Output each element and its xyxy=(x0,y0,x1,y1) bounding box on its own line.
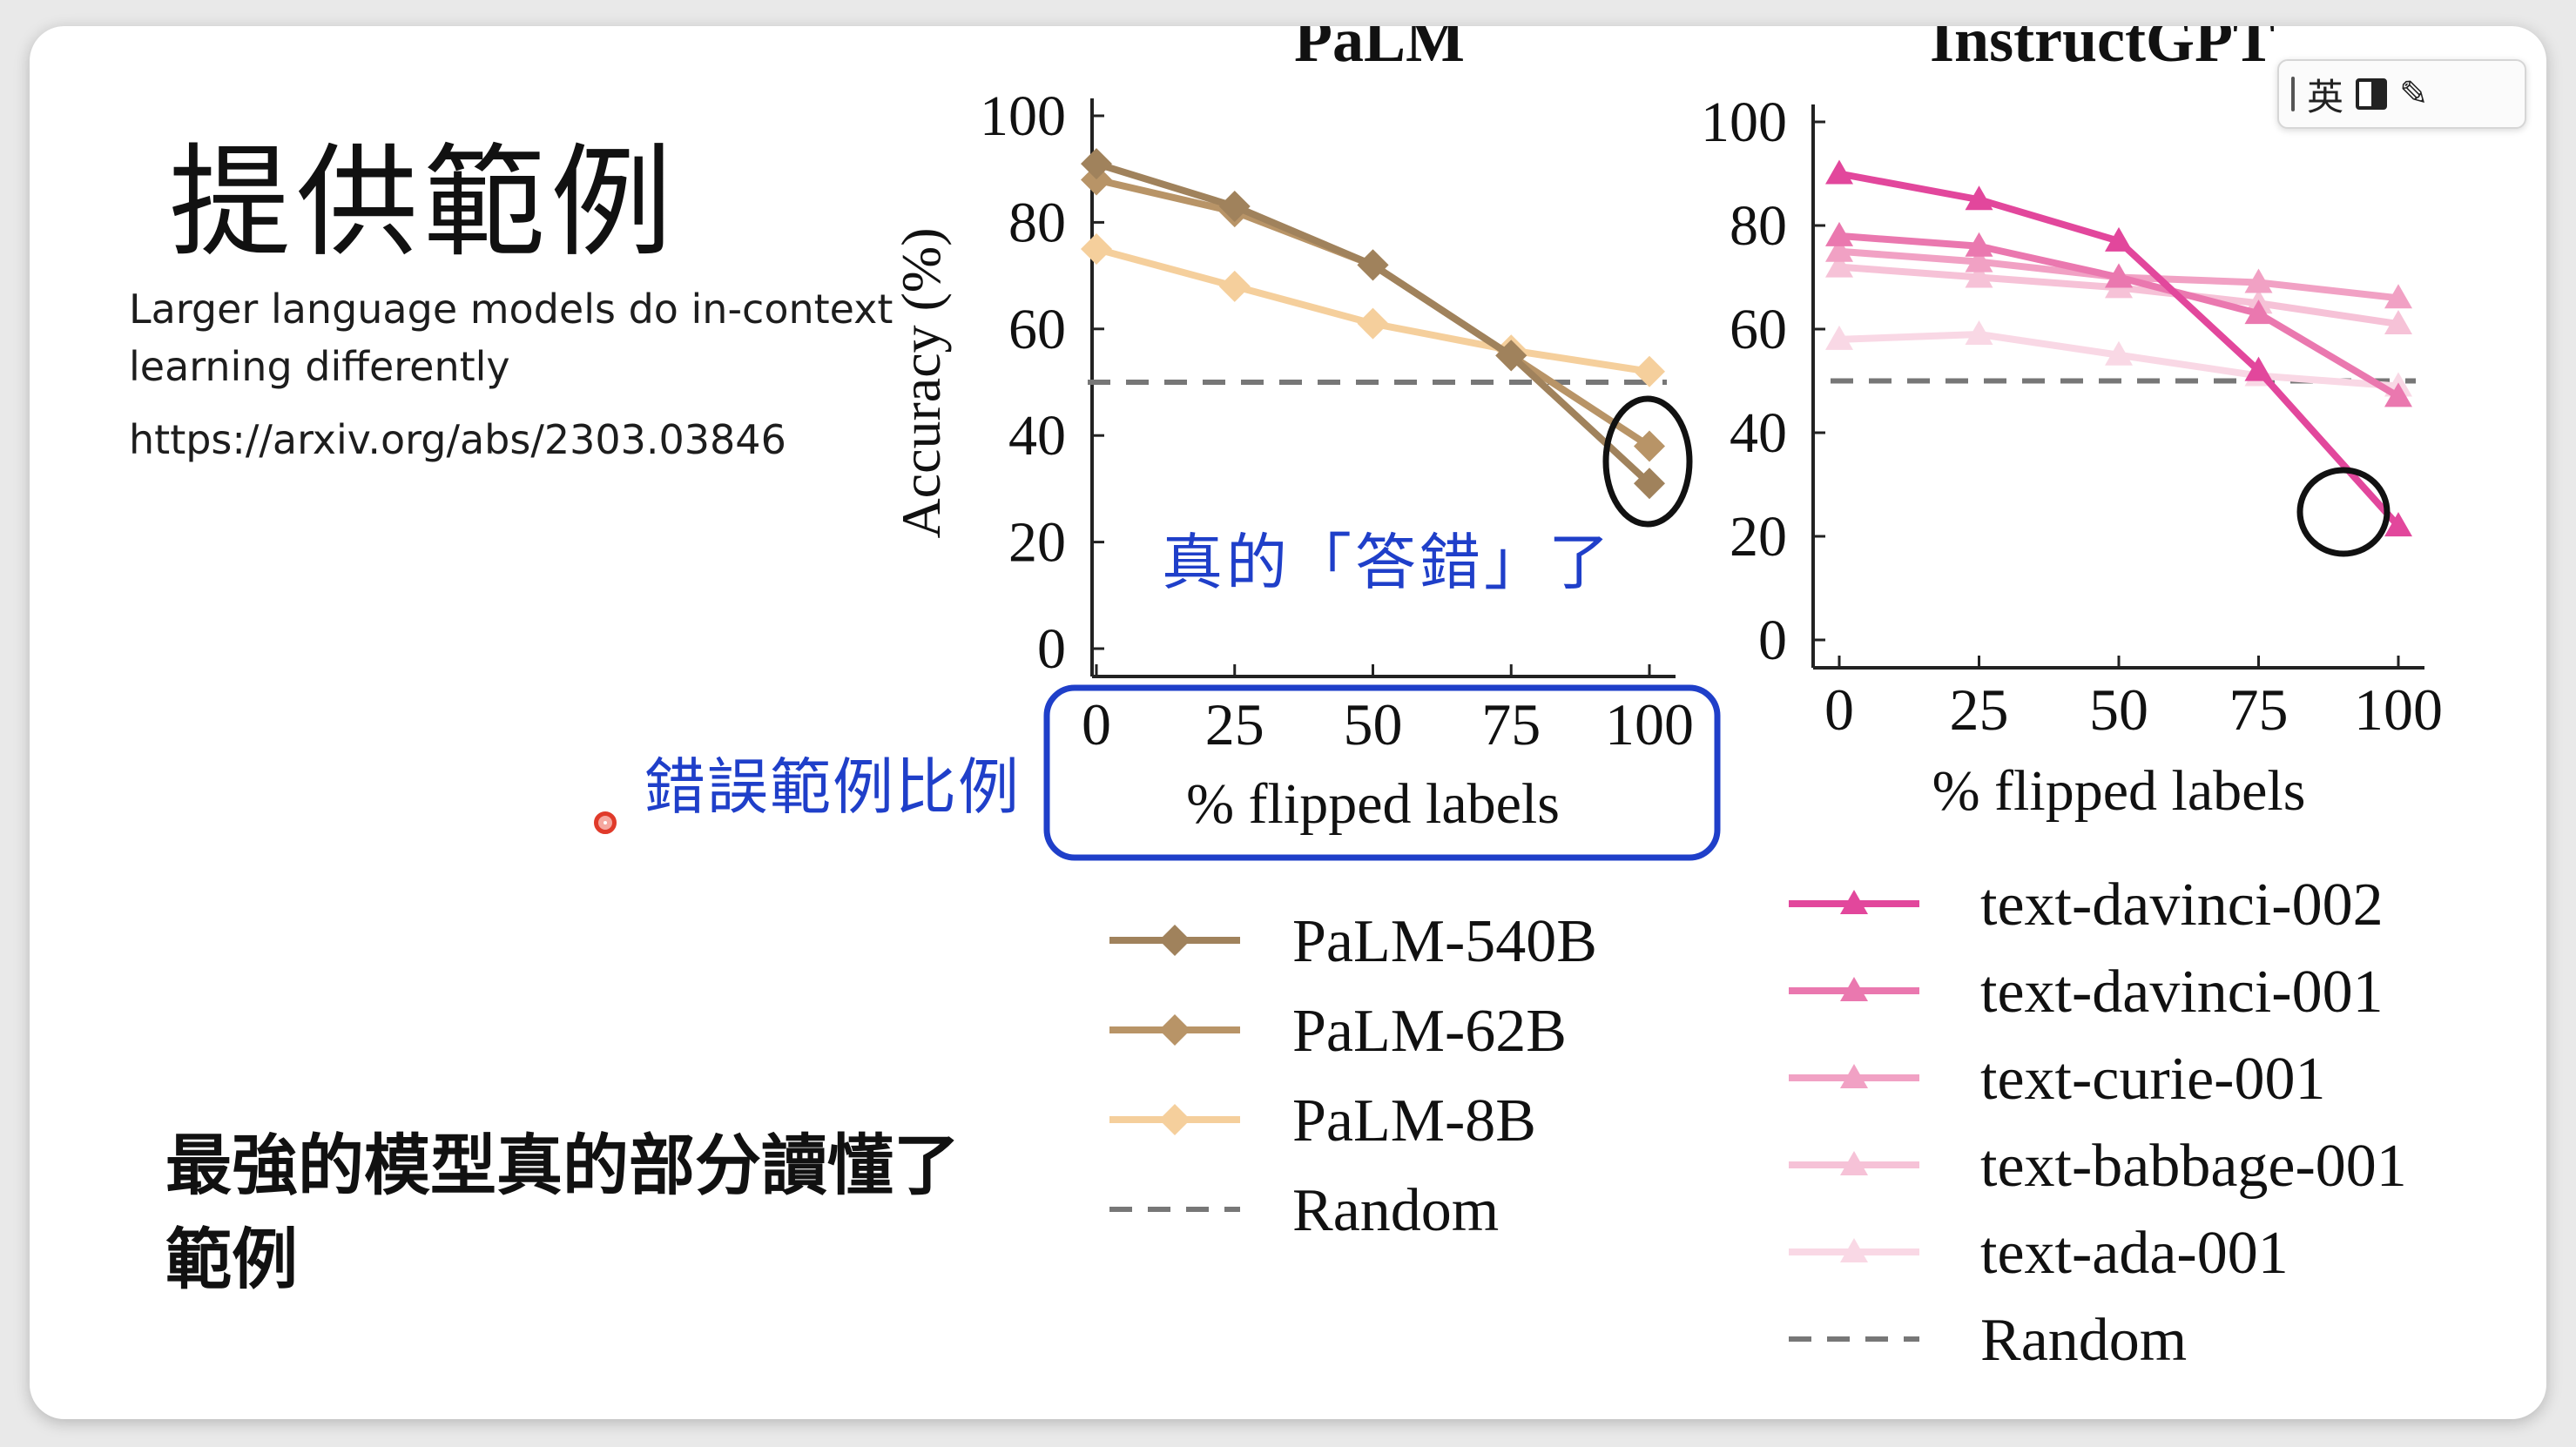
annotation-answer-wrong: 真的「答錯」了 xyxy=(1162,527,1613,598)
data-point-text-davinci-002 xyxy=(2384,512,2412,537)
instructgpt-x-tick-label: 75 xyxy=(2229,676,2289,743)
data-point-text-ada-001 xyxy=(1965,320,1993,345)
palm-chart-title: PaLM xyxy=(1294,26,1465,75)
palm-x-tick-label: 50 xyxy=(1344,691,1403,757)
data-point-palm-540b xyxy=(1218,191,1251,223)
palm-y-axis-label: Accuracy (%) xyxy=(890,227,952,538)
data-point-text-curie-001 xyxy=(1825,237,1853,262)
instructgpt-y-tick-label: 20 xyxy=(1730,505,1787,569)
legend-label-text-davinci-002: text-davinci-002 xyxy=(1980,872,2384,939)
data-point-palm-62b xyxy=(1081,164,1112,196)
instructgpt-chart-title: InstructGPT xyxy=(1930,26,2275,75)
data-point-text-davinci-002 xyxy=(1965,185,1993,211)
palm-y-tick-label: 100 xyxy=(980,84,1066,148)
palm-x-tick-label: 0 xyxy=(1082,691,1111,757)
half-width-icon[interactable] xyxy=(2356,78,2388,110)
legend-marker-text-curie-001 xyxy=(1840,1064,1868,1088)
legend-marker-palm-62b xyxy=(1159,1014,1190,1046)
legend-marker-text-davinci-001 xyxy=(1840,977,1868,1001)
palm-x-tick-label: 75 xyxy=(1481,691,1541,757)
instructgpt-y-tick-label: 60 xyxy=(1730,298,1787,361)
data-point-text-davinci-002 xyxy=(2244,356,2273,381)
legend-marker-text-babbage-001 xyxy=(1840,1151,1868,1175)
instructgpt-x-axis-label: % flipped labels xyxy=(1932,759,2306,823)
paper-url[interactable]: https://arxiv.org/abs/2303.03846 xyxy=(129,416,786,463)
instructgpt-highlight-circle xyxy=(2296,467,2391,557)
legend-marker-palm-540b xyxy=(1159,925,1190,956)
data-point-text-davinci-001 xyxy=(1825,221,1853,246)
data-point-text-davinci-001 xyxy=(2244,299,2273,325)
tool-icon[interactable]: ✎ xyxy=(2399,74,2429,114)
pointer-dot-icon xyxy=(594,811,617,834)
legend-label-text-davinci-001: text-davinci-001 xyxy=(1980,959,2384,1026)
slide-title: 提供範例 xyxy=(169,132,678,274)
data-point-palm-540b xyxy=(1081,148,1112,180)
legend-label-text-ada-001: text-ada-001 xyxy=(1980,1220,2289,1287)
instructgpt-x-tick-label: 100 xyxy=(2354,676,2443,743)
data-point-text-babbage-001 xyxy=(1825,252,1853,278)
palm-y-tick-label: 40 xyxy=(1008,404,1066,468)
data-point-text-babbage-001 xyxy=(2384,310,2412,335)
legend-marker-text-ada-001 xyxy=(1840,1238,1868,1262)
paper-title: Larger language models do in-context lea… xyxy=(129,286,894,390)
instructgpt-y-tick-label: 80 xyxy=(1730,194,1787,258)
ime-toolbar[interactable]: 英 ✎ xyxy=(2277,59,2526,129)
legend-label-palm-8b: PaLM-8B xyxy=(1292,1087,1536,1154)
palm-y-tick-label: 20 xyxy=(1008,511,1066,575)
instructgpt-y-tick-label: 40 xyxy=(1730,401,1787,465)
data-point-text-davinci-002 xyxy=(2105,226,2133,252)
palm-y-tick-label: 80 xyxy=(1008,191,1066,254)
annotation-flipped-ratio: 錯誤範例比例 xyxy=(644,751,1021,823)
chart-area: PaLM 0 20 40 60 80 100 0 25 50 75 100 % flipped labe… xyxy=(890,26,2443,1374)
instructgpt-legend-label-random: Random xyxy=(1980,1307,2187,1374)
slide: 提供範例 Larger language models do in-contex… xyxy=(30,26,2546,1419)
palm-x-tick-label: 100 xyxy=(1605,691,1694,757)
data-point-palm-540b xyxy=(1357,249,1389,281)
ime-language-toggle[interactable]: 英 xyxy=(2307,75,2344,118)
legend-label-palm-62b: PaLM-62B xyxy=(1292,998,1567,1065)
data-point-text-ada-001 xyxy=(1825,325,1853,350)
data-point-palm-540b xyxy=(1634,468,1665,500)
instructgpt-y-tick-label: 100 xyxy=(1701,91,1787,154)
data-point-palm-8b xyxy=(1634,355,1665,387)
legend-label-palm-540b: PaLM-540B xyxy=(1292,908,1597,975)
data-point-palm-8b xyxy=(1081,233,1112,265)
palm-x-axis-highlight-box xyxy=(1043,684,1721,861)
takeaway-note: 最強的模型真的部分讀懂了範例 xyxy=(165,1127,960,1298)
legend-marker-text-davinci-002 xyxy=(1840,890,1868,914)
palm-y-tick-label: 0 xyxy=(1037,617,1066,681)
data-point-palm-62b xyxy=(1634,430,1665,462)
legend-marker-palm-8b xyxy=(1159,1104,1190,1135)
instructgpt-x-tick-label: 50 xyxy=(2089,676,2148,743)
data-point-text-davinci-001 xyxy=(1965,232,1993,257)
palm-x-tick-label: 25 xyxy=(1205,691,1264,757)
data-point-text-ada-001 xyxy=(2105,340,2133,366)
data-point-palm-8b xyxy=(1357,307,1389,340)
palm-y-tick-label: 60 xyxy=(1008,298,1066,361)
data-point-text-curie-001 xyxy=(2384,284,2412,309)
instructgpt-y-tick-label: 0 xyxy=(1758,609,1787,672)
data-point-text-davinci-001 xyxy=(2384,382,2412,407)
data-point-palm-8b xyxy=(1218,270,1251,302)
instructgpt-x-tick-label: 25 xyxy=(1950,676,2009,743)
palm-x-axis-label: % flipped labels xyxy=(1186,772,1560,836)
data-point-text-davinci-002 xyxy=(1825,159,1853,185)
legend-label-text-babbage-001: text-babbage-001 xyxy=(1980,1133,2407,1200)
data-point-text-curie-001 xyxy=(2244,268,2273,293)
data-point-text-curie-001 xyxy=(1965,247,1993,273)
palm-legend-label-random: Random xyxy=(1292,1177,1499,1244)
drag-handle-icon[interactable] xyxy=(2291,77,2295,111)
legend-label-text-curie-001: text-curie-001 xyxy=(1980,1046,2325,1113)
data-point-text-davinci-001 xyxy=(2105,263,2133,288)
data-point-palm-540b xyxy=(1495,340,1527,372)
instructgpt-x-tick-label: 0 xyxy=(1824,676,1854,743)
data-point-text-babbage-001 xyxy=(1965,263,1993,288)
palm-highlight-circle xyxy=(1602,395,1693,528)
